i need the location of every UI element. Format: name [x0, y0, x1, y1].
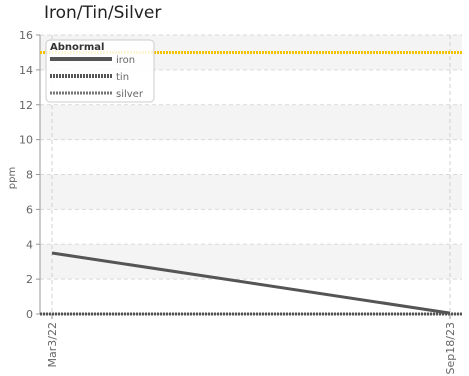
legend[interactable]: Abnormal iron tin silver	[45, 39, 155, 103]
y-tick-label: 6	[26, 203, 33, 216]
y-tick-label: 0	[26, 308, 33, 321]
legend-label-tin: tin	[116, 72, 129, 83]
x-axis: Mar3/22 Sep18/23	[46, 314, 457, 374]
y-axis-title: ppm	[7, 167, 18, 189]
legend-label-iron: iron	[116, 55, 135, 66]
x-tick-label: Sep18/23	[444, 322, 457, 374]
x-tick-label: Mar3/22	[46, 322, 59, 367]
y-tick-label: 14	[19, 64, 33, 77]
y-tick-label: 8	[26, 169, 33, 182]
y-tick-label: 12	[19, 99, 33, 112]
series-line-iron	[51, 251, 451, 315]
chart-title: Iron/Tin/Silver	[44, 3, 162, 23]
legend-title: Abnormal	[50, 42, 104, 53]
plot-band	[40, 104, 462, 140]
y-tick-label: 16	[19, 29, 33, 42]
plot-band	[40, 174, 462, 210]
y-tick-label: 2	[26, 273, 33, 286]
legend-label-silver: silver	[116, 89, 144, 100]
y-tick-label: 10	[19, 134, 33, 147]
y-tick-label: 4	[26, 238, 33, 251]
legend-box	[45, 39, 155, 103]
